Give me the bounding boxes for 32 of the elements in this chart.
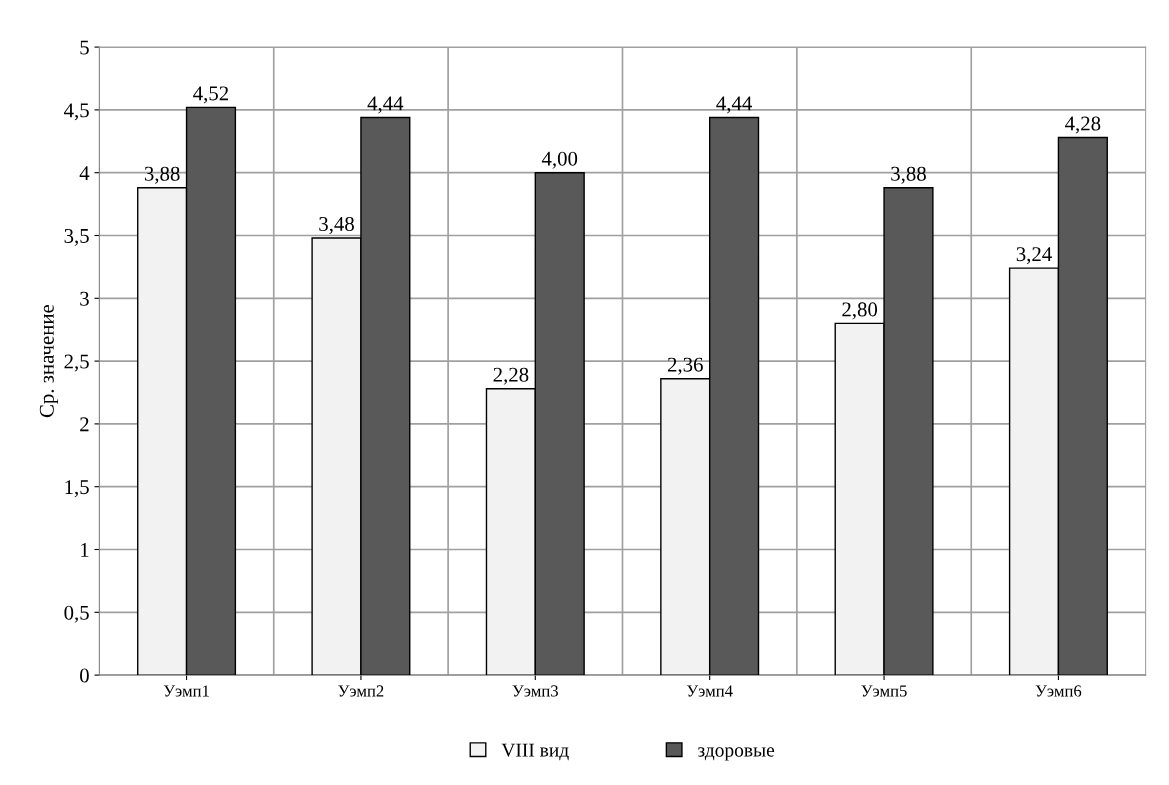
x-tick-label: Уэмп4 [686,685,733,697]
y-axis-title: Ср. значение [39,304,59,418]
data-label: 4,28 [1065,116,1101,134]
x-tick-label: Уэмп5 [861,685,907,697]
y-tick-label: 1 [81,542,89,557]
y-tick-label: 2,5 [64,354,89,372]
data-label: 2,80 [842,302,878,320]
y-tick-label: 0,5 [64,605,89,623]
data-label: 3,48 [319,216,354,234]
y-tick-label: 0 [80,668,89,683]
y-tick-label: 4 [79,166,90,180]
data-label: 4,44 [367,96,404,114]
data-label: 4,52 [193,86,229,104]
x-tick-label: Уэмп3 [512,685,558,697]
data-label: 3,88 [144,166,180,184]
y-tick-label: 5 [80,40,89,55]
x-tick-label: Уэмп2 [338,685,384,697]
data-label: 4,44 [716,96,752,114]
data-label: 2,28 [493,367,529,385]
y-tick-label: 4,5 [64,103,89,121]
y-tick-label: 3,5 [64,228,89,246]
y-tick-label: 2 [80,417,89,432]
legend-label: VIII вид [501,743,569,761]
y-tick-label: 3 [80,291,89,306]
data-label: 4,00 [541,151,578,169]
legend-label: здоровые [698,747,775,761]
data-label: 2,36 [667,357,703,375]
x-tick-label: Уэмп1 [163,685,209,697]
x-tick-label: Уэмп6 [1035,685,1082,697]
y-tick-label: 1,5 [65,480,89,498]
data-label: 3,88 [891,166,926,184]
data-label: 3,24 [1016,247,1052,265]
